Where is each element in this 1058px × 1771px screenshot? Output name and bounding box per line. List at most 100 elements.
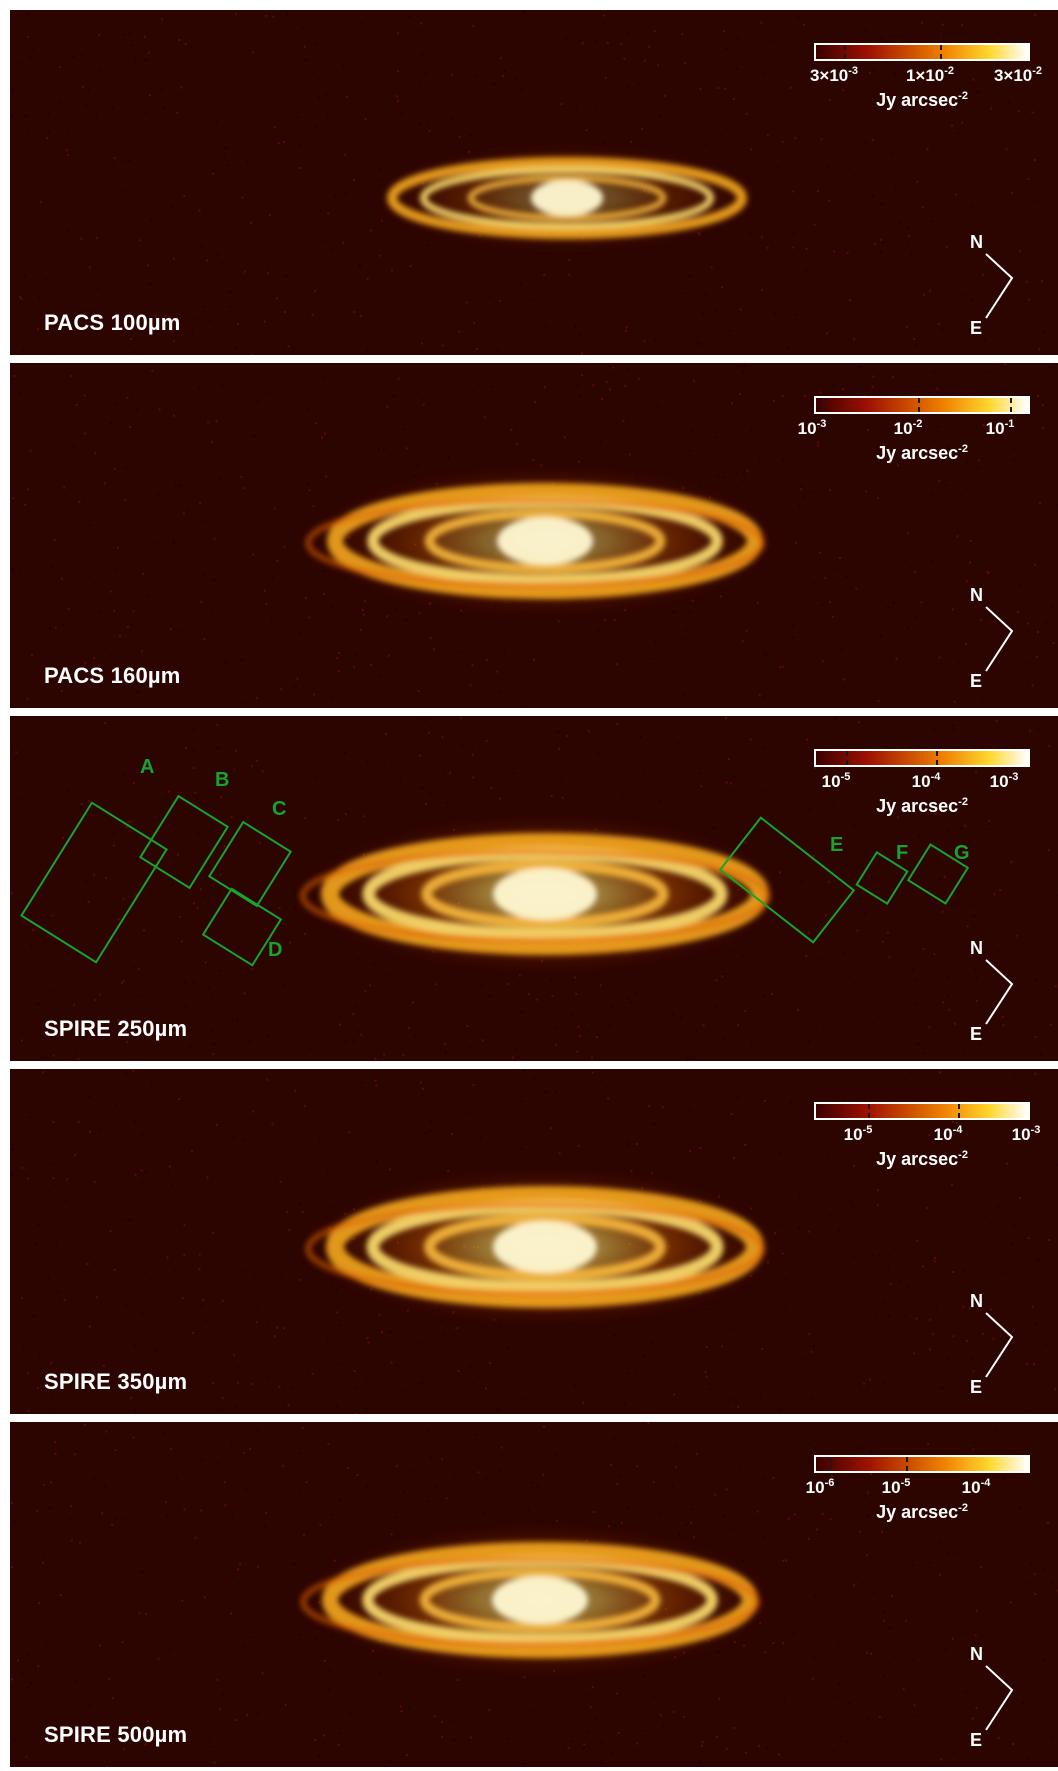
tick-base: 3×10 bbox=[809, 66, 849, 85]
colorbar-tick-mark bbox=[906, 1457, 908, 1462]
colorbar-gradient bbox=[816, 1457, 1028, 1471]
colorbar-unit: Jy arcsec-2 bbox=[876, 1149, 968, 1170]
unit-base: Jy arcsec bbox=[876, 1502, 959, 1522]
colorbar bbox=[814, 1455, 1030, 1473]
tick-exponent: -4 bbox=[930, 771, 941, 783]
colorbar-tick-mark bbox=[822, 398, 824, 403]
tick-exponent: -1 bbox=[1004, 418, 1015, 430]
region-label-f: F bbox=[896, 842, 909, 864]
tick-exponent: -3 bbox=[1030, 1124, 1041, 1136]
tick-exponent: -3 bbox=[848, 65, 859, 77]
image-panel: SPIRE 350µm 10-5 10-4 10-3 Jy arcsec-2 N E bbox=[10, 1069, 1058, 1414]
compass-east-label: E bbox=[970, 318, 983, 338]
tick-exponent: -2 bbox=[944, 65, 955, 77]
region-label-d: D bbox=[268, 939, 283, 961]
compass-arrows bbox=[985, 1665, 1014, 1731]
tick-base: 10 bbox=[961, 1478, 981, 1497]
unit-base: Jy arcsec bbox=[876, 1149, 959, 1169]
compass-line bbox=[985, 606, 1014, 672]
galaxy-image bbox=[11, 1069, 1058, 1414]
tick-exponent: -3 bbox=[816, 418, 827, 430]
tick-base: 3×10 bbox=[993, 66, 1033, 85]
compass-arrows bbox=[985, 606, 1014, 672]
colorbar bbox=[814, 1102, 1030, 1120]
image-panel: PACS 160µm 10-3 10-2 10-1 Jy arcsec-2 N E bbox=[10, 363, 1058, 708]
colorbar-unit: Jy arcsec-2 bbox=[876, 90, 968, 111]
region-label-b: B bbox=[215, 769, 230, 791]
colorbar-tick-mark bbox=[936, 751, 938, 756]
galaxy-image bbox=[10, 716, 1058, 1061]
unit-base: Jy arcsec bbox=[876, 90, 959, 110]
colorbar-tick-mark bbox=[940, 45, 942, 50]
tick-base: 10 bbox=[893, 419, 913, 438]
unit-exponent: -2 bbox=[958, 796, 968, 808]
colorbar bbox=[814, 43, 1030, 61]
colorbar-tick-mark bbox=[918, 398, 920, 403]
colorbar-tick-label: 10-3 bbox=[990, 771, 1019, 792]
tick-exponent: -4 bbox=[980, 1477, 991, 1489]
colorbar-tick-mark bbox=[868, 1104, 870, 1109]
tick-exponent: -5 bbox=[900, 1477, 911, 1489]
tick-base: 10 bbox=[985, 419, 1005, 438]
colorbar-tick-label: 10-5 bbox=[822, 771, 851, 792]
galaxy-image bbox=[11, 10, 1045, 355]
compass-north-label: N bbox=[970, 585, 983, 605]
compass-north-label: N bbox=[970, 938, 983, 958]
panel-label: PACS 160µm bbox=[44, 663, 181, 688]
tick-exponent: -2 bbox=[912, 418, 923, 430]
region-label-c: C bbox=[272, 798, 287, 820]
unit-exponent: -2 bbox=[958, 90, 968, 102]
image-panel: SPIRE 500µm 10-6 10-5 10-4 Jy arcsec-2 N E bbox=[10, 1422, 1058, 1767]
colorbar-tick-label: 10-6 bbox=[806, 1477, 835, 1498]
colorbar-tick-label: 10-4 bbox=[934, 1124, 963, 1145]
colorbar-tick-label: 10-1 bbox=[986, 418, 1015, 439]
unit-exponent: -2 bbox=[958, 1502, 968, 1514]
colorbar-tick-mark bbox=[830, 1457, 832, 1462]
colorbar-tick-label: 10-5 bbox=[882, 1477, 911, 1498]
colorbar bbox=[814, 749, 1030, 767]
unit-base: Jy arcsec bbox=[876, 443, 959, 463]
colorbar-tick-label: 3×10-3 bbox=[810, 65, 858, 86]
region-label-a: A bbox=[140, 756, 155, 778]
image-panel: SPIRE 250µm 10-5 10-4 10-3 Jy arcsec-2 N E A B C D… bbox=[10, 716, 1058, 1061]
compass-arrows bbox=[985, 959, 1014, 1025]
colorbar-tick-label: 10-4 bbox=[912, 771, 941, 792]
colorbar bbox=[814, 396, 1030, 414]
colorbar-tick-mark bbox=[940, 54, 942, 59]
compass-east-label: E bbox=[970, 1377, 983, 1397]
colorbar-unit: Jy arcsec-2 bbox=[876, 443, 968, 464]
galaxy-image bbox=[12, 363, 1058, 708]
colorbar-tick-label: 1×10-2 bbox=[906, 65, 954, 86]
colorbar-tick-mark bbox=[958, 1113, 960, 1118]
panel-label: SPIRE 250µm bbox=[44, 1016, 188, 1041]
compass-line bbox=[985, 253, 1014, 319]
panel-label: PACS 100µm bbox=[44, 310, 181, 335]
compass-arrows bbox=[985, 253, 1014, 319]
panel-label: SPIRE 500µm bbox=[44, 1722, 188, 1747]
colorbar-unit: Jy arcsec-2 bbox=[876, 1502, 968, 1523]
compass-line bbox=[985, 1665, 1014, 1731]
tick-base: 10 bbox=[821, 772, 841, 791]
tick-exponent: -4 bbox=[952, 1124, 963, 1136]
compass-line bbox=[985, 959, 1014, 1025]
tick-exponent: -5 bbox=[862, 1124, 873, 1136]
tick-exponent: -6 bbox=[824, 1477, 835, 1489]
unit-exponent: -2 bbox=[958, 443, 968, 455]
region-label-e: E bbox=[830, 834, 844, 856]
tick-base: 10 bbox=[797, 419, 817, 438]
tick-base: 10 bbox=[805, 1478, 825, 1497]
colorbar-tick-mark bbox=[906, 1466, 908, 1471]
colorbar-tick-mark bbox=[830, 1466, 832, 1471]
region-label-g: G bbox=[954, 842, 970, 864]
compass-north-label: N bbox=[970, 232, 983, 252]
colorbar-tick-mark bbox=[822, 407, 824, 412]
compass-north-label: N bbox=[970, 1644, 983, 1664]
colorbar-tick-mark bbox=[936, 760, 938, 765]
colorbar-tick-label: 10-4 bbox=[962, 1477, 991, 1498]
